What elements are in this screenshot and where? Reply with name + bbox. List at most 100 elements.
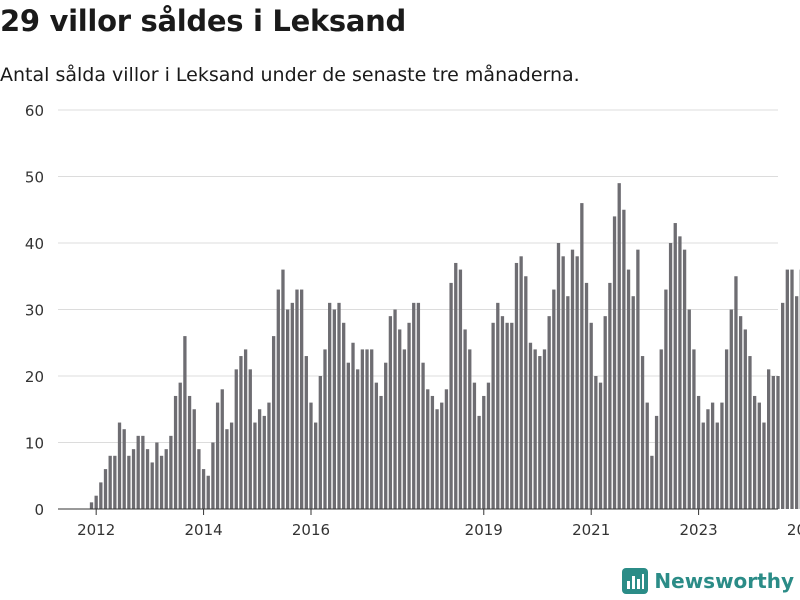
bar: [215, 402, 220, 509]
x-axis: 2012 2014 2016 2019 2021 2023 2025: [58, 508, 800, 539]
bar: [136, 435, 140, 509]
bar: [239, 356, 243, 509]
bar: [192, 409, 196, 509]
bar: [159, 455, 164, 509]
bar: [197, 449, 201, 509]
bar: [659, 349, 663, 509]
bar: [220, 389, 224, 509]
bar: [682, 249, 687, 509]
bar: [636, 249, 640, 509]
bar: [328, 302, 332, 509]
bar: [384, 362, 388, 509]
bar: [374, 382, 379, 509]
bar: [94, 495, 98, 509]
bar: [426, 389, 430, 509]
bar: [393, 309, 397, 509]
bar: [542, 349, 547, 509]
bar: [117, 422, 122, 509]
bar: [379, 395, 383, 509]
bar: [150, 462, 154, 509]
bar: [89, 502, 94, 509]
bar: [267, 402, 271, 509]
bar: [211, 442, 215, 509]
bar: [622, 209, 626, 509]
y-tick-label: 20: [25, 368, 44, 386]
bar: [337, 302, 341, 509]
bar: [790, 269, 794, 509]
y-tick-label: 60: [25, 102, 44, 120]
bar: [183, 336, 187, 509]
bar: [482, 395, 486, 509]
bar: [524, 276, 528, 509]
y-axis: 0 10 20 30 40 50 60: [25, 102, 44, 519]
bar: [631, 296, 635, 509]
bar: [365, 349, 369, 509]
bar: [767, 369, 771, 509]
bar: [514, 262, 519, 509]
bar: [253, 422, 257, 509]
bar: [538, 356, 542, 509]
bar: [640, 356, 645, 509]
bar: [262, 415, 266, 509]
bar: [575, 256, 579, 509]
bar: [612, 216, 617, 509]
bar: [752, 395, 757, 509]
bar: [173, 395, 178, 509]
bar: [500, 316, 505, 509]
y-tick-label: 0: [34, 501, 44, 519]
bar: [654, 415, 659, 509]
bar: [155, 442, 159, 509]
bar: [729, 309, 733, 509]
bar: [510, 322, 514, 509]
bar: [229, 422, 234, 509]
bar: [145, 449, 150, 509]
bar: [412, 302, 416, 509]
bar: [645, 402, 649, 509]
bar: [314, 422, 318, 509]
bar: [496, 302, 500, 509]
bar: [127, 455, 131, 509]
bar: [781, 302, 785, 509]
bar: [468, 349, 472, 509]
x-tick-label: 2016: [292, 521, 330, 539]
y-tick-label: 30: [25, 302, 44, 320]
bar: [650, 455, 654, 509]
bar: [290, 302, 294, 509]
bar: [300, 289, 304, 509]
y-tick-label: 10: [25, 435, 44, 453]
bar: [552, 289, 556, 509]
bar: [762, 422, 766, 509]
bar: [430, 395, 435, 509]
x-tick-label: 2023: [680, 521, 718, 539]
bar: [421, 362, 425, 509]
bar: [281, 269, 285, 509]
bar: [318, 376, 322, 509]
bar: [440, 402, 444, 509]
bar: [771, 376, 775, 509]
bar: [710, 402, 715, 509]
bar: [491, 322, 495, 509]
bar: [113, 455, 117, 509]
bar: [570, 249, 575, 509]
bar: [594, 376, 598, 509]
bar: [360, 349, 365, 509]
bar: [519, 256, 523, 509]
bar: [692, 349, 696, 509]
bar: [342, 322, 346, 509]
bar: [463, 329, 467, 509]
bar: [108, 455, 112, 509]
bar: [785, 269, 789, 509]
bar: [444, 389, 449, 509]
bar: [556, 243, 561, 509]
brand-name: Newsworthy: [654, 569, 794, 593]
bar: [505, 322, 509, 509]
bars: [89, 183, 800, 510]
bar: [580, 203, 584, 509]
bar: [715, 422, 719, 509]
bar: [776, 376, 780, 509]
bar: [370, 349, 374, 509]
x-tick-label: 2014: [184, 521, 222, 539]
bar: [696, 395, 701, 509]
bar: [533, 349, 537, 509]
bar: [356, 369, 360, 509]
